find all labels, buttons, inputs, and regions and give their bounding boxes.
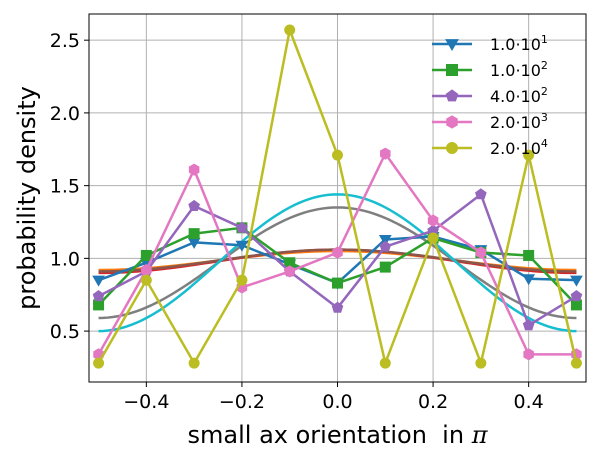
data-point [93, 299, 105, 311]
legend: 1.0·101 1.0·102 4.0·102 2.0·103 2.0·104 [432, 33, 548, 158]
series [93, 147, 582, 361]
data-point [427, 232, 439, 244]
legend-item: 2.0·104 [432, 137, 548, 158]
grid [89, 14, 586, 382]
data-point [93, 357, 105, 369]
data-point [332, 246, 343, 259]
data-point [570, 357, 582, 369]
axis-ticks: −0.4 −0.2 0.0 0.2 0.4 0.5 1.0 1.5 2.0 2.5 [50, 30, 544, 413]
data-point [522, 274, 536, 286]
legend-label: 1.0·101 [490, 33, 548, 54]
data-point [379, 240, 392, 252]
y-tick-label: 1.5 [50, 176, 80, 198]
y-axis-label: probability density [13, 86, 41, 310]
data-point [523, 348, 534, 361]
data-point [475, 357, 487, 369]
data-point [236, 274, 248, 286]
data-series [92, 24, 583, 369]
legend-item: 4.0·102 [432, 85, 548, 106]
data-point [332, 149, 343, 161]
data-point [380, 147, 391, 160]
data-point [523, 149, 535, 161]
x-axis-label: small ax orientation in π [188, 421, 489, 449]
data-point [523, 249, 535, 261]
y-tick-label: 1.0 [50, 248, 80, 270]
data-point [445, 89, 459, 102]
data-point [236, 221, 248, 233]
data-point [570, 299, 582, 311]
legend-item: 2.0·103 [432, 111, 548, 132]
data-point [379, 357, 391, 369]
data-point [379, 261, 391, 273]
x-tick-label: 0.0 [322, 391, 352, 413]
legend-label: 2.0·103 [490, 111, 548, 132]
data-point [140, 249, 152, 261]
data-point [140, 274, 152, 286]
data-point [445, 39, 459, 52]
data-point [188, 199, 200, 211]
x-tick-label: −0.2 [219, 391, 265, 413]
legend-label: 1.0·102 [490, 59, 548, 80]
legend-item: 1.0·102 [432, 59, 548, 80]
legend-label: 4.0·102 [490, 85, 548, 106]
x-tick-label: 0.4 [514, 391, 544, 413]
data-point [284, 24, 296, 36]
data-point [188, 228, 200, 240]
data-point [475, 246, 487, 259]
data-point [522, 319, 535, 331]
data-point [446, 142, 458, 154]
y-tick-label: 2.0 [50, 103, 80, 125]
series [93, 222, 582, 311]
legend-item: 1.0·101 [432, 33, 548, 54]
y-tick-label: 2.5 [50, 30, 80, 52]
data-point [446, 115, 458, 129]
x-tick-label: −0.4 [123, 391, 169, 413]
data-point [475, 188, 487, 200]
data-point [331, 301, 344, 313]
legend-label: 2.0·104 [490, 137, 548, 158]
data-point [92, 290, 105, 302]
data-point [235, 240, 249, 252]
data-point [570, 275, 583, 287]
series [93, 24, 582, 369]
data-point [188, 357, 200, 369]
data-point [570, 290, 583, 302]
y-tick-label: 0.5 [50, 321, 80, 343]
data-point [427, 214, 439, 227]
data-point [378, 234, 392, 246]
data-point [141, 263, 152, 277]
data-point [332, 277, 343, 289]
data-point [188, 163, 200, 176]
x-tick-label: 0.2 [418, 391, 448, 413]
data-point [92, 275, 105, 287]
data-point [446, 64, 458, 76]
data-point [284, 265, 295, 278]
